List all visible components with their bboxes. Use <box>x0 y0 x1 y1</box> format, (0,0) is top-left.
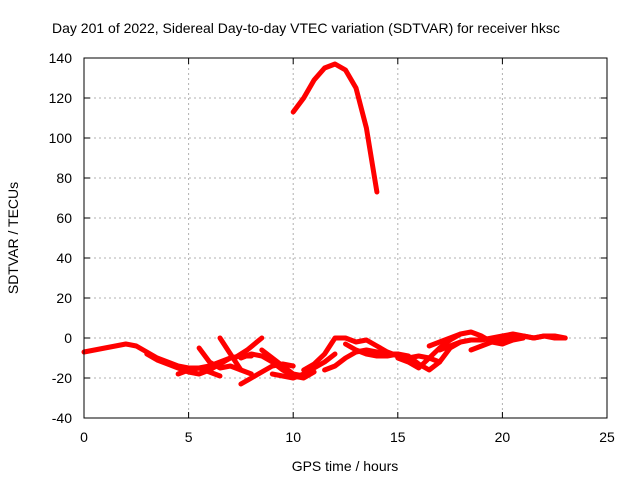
series-line-arc-18 <box>468 333 568 353</box>
y-axis-title: SDTVAR / TECUs <box>5 182 21 294</box>
x-tick-label: 10 <box>285 429 301 445</box>
y-tick-label: 120 <box>49 90 73 106</box>
data-series <box>81 61 568 387</box>
y-tick-label: 0 <box>64 330 72 346</box>
plot-frame <box>83 57 608 419</box>
series-line-arc-12 <box>301 335 443 373</box>
x-tick-label: 20 <box>495 429 511 445</box>
y-tick-label: 40 <box>56 250 72 266</box>
series-line-arc-16 <box>426 329 526 349</box>
y-tick-label: -20 <box>52 370 72 386</box>
series-line-arc-10 <box>269 351 338 381</box>
y-tick-label: 60 <box>56 210 72 226</box>
x-tick-label: 25 <box>599 429 615 445</box>
axis-ticks: 0 5 10 15 20 25 -40 -20 0 20 40 60 80 100 120 140 <box>49 50 615 445</box>
y-tick-label: 100 <box>49 130 73 146</box>
series-line-arc-14 <box>343 341 401 359</box>
series-line-arc-8 <box>232 335 265 361</box>
series-line-arc-3 <box>175 365 223 379</box>
y-tick-label: 80 <box>56 170 72 186</box>
y-tick-label: -40 <box>52 410 72 426</box>
y-tick-label: 140 <box>49 50 73 66</box>
chart-title: Day 201 of 2022, Sidereal Day-to-day VTE… <box>52 20 560 36</box>
x-tick-label: 5 <box>185 429 193 445</box>
x-axis-title: GPS time / hours <box>292 458 399 474</box>
series-line-arc-5 <box>217 335 244 373</box>
x-tick-label: 15 <box>390 429 406 445</box>
y-tick-label: 20 <box>56 290 72 306</box>
x-tick-label: 0 <box>80 429 88 445</box>
series-line-arc-11 <box>290 61 380 195</box>
